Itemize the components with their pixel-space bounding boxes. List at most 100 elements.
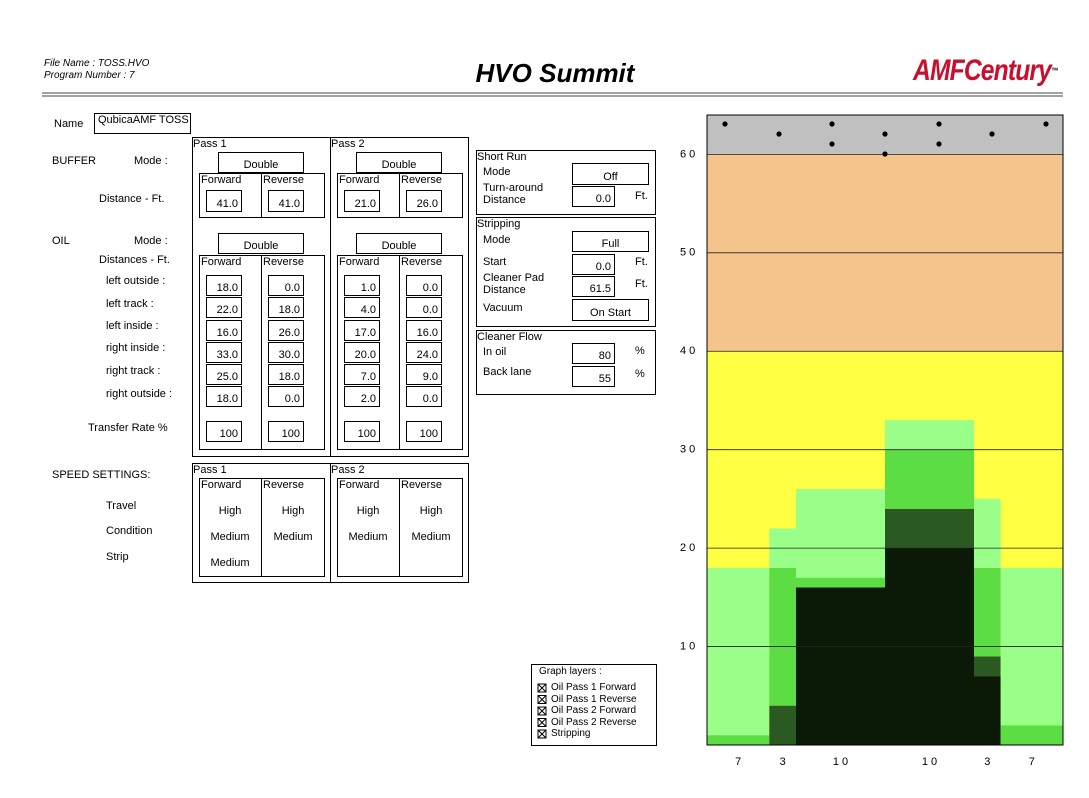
pass-label: Pass 2 (331, 464, 365, 476)
oil-distance: 24.0 (406, 342, 442, 363)
pin (1043, 121, 1049, 127)
panel-title: Stripping (477, 218, 521, 230)
speed-value: High (218, 505, 242, 517)
speed-table (199, 478, 325, 577)
field-value: On Start (572, 299, 649, 321)
graph-frame (706, 114, 1064, 746)
pass-label: Pass 1 (193, 464, 227, 476)
oil-distance: 18.0 (206, 386, 242, 407)
transfer-rate: 100 (344, 421, 380, 442)
field-value: 55 (572, 366, 615, 387)
speed-value: Medium (348, 531, 388, 543)
pin (936, 121, 942, 127)
field-label: Distance (483, 194, 526, 206)
oil-distance: 0.0 (406, 275, 442, 296)
legend-item: Stripping (551, 728, 591, 739)
checkbox-mark (537, 683, 547, 693)
direction-label: Forward (201, 256, 242, 268)
buffer-mode: Double (356, 152, 442, 173)
oil-distance: 20.0 (344, 342, 380, 363)
pin (882, 131, 888, 137)
pin (829, 121, 835, 127)
field-label: In oil (483, 346, 507, 358)
field-label: Mode (483, 234, 511, 246)
checkbox-mark (537, 729, 547, 739)
direction-label: Forward (339, 256, 380, 268)
buffer-mode: Double (218, 152, 304, 173)
oil-layer (796, 577, 885, 588)
unit-label: Ft. (635, 278, 648, 290)
panel-title: Short Run (477, 151, 527, 163)
direction-label: Reverse (401, 174, 442, 186)
y-tick-label: 5 0 (680, 247, 695, 259)
oil-mode: Double (218, 233, 304, 254)
oil-distance: 0.0 (406, 386, 442, 407)
oil-distance: 0.0 (406, 297, 442, 318)
oil-distance: 18.0 (268, 297, 304, 318)
name-label: Name (54, 118, 84, 130)
y-tick-label: 6 0 (680, 148, 695, 160)
short-run-panel (476, 150, 656, 215)
oil-layer (885, 508, 974, 549)
field-label: Turn-around (483, 182, 544, 194)
legend-panel (531, 664, 657, 746)
oil-layer (707, 735, 770, 745)
oil-row-label: right outside : (106, 388, 173, 400)
y-tick-label: 1 0 (680, 640, 695, 652)
divider (261, 173, 262, 218)
stripping-panel (476, 217, 656, 327)
oil-mode: Double (356, 233, 442, 254)
field-label: Cleaner Pad (483, 272, 545, 284)
panel-title: Cleaner Flow (477, 331, 542, 343)
logo-century: Century (963, 54, 1052, 87)
speed-row-label: Travel (106, 500, 137, 512)
oil-distance: 26.0 (268, 320, 304, 341)
unit-label: Ft. (635, 190, 648, 202)
oil-layer (974, 567, 1001, 657)
oil-layer (769, 705, 796, 745)
buffer-table (199, 173, 325, 218)
field-label: Back lane (483, 366, 532, 378)
field-value: Full (572, 231, 649, 252)
buffer-distance: 41.0 (268, 190, 304, 212)
oil-layer (796, 587, 885, 745)
oil-distance: 9.0 (406, 364, 442, 385)
direction-label: Reverse (401, 479, 442, 491)
name-value: QubicaAMF TOSS (94, 113, 191, 134)
direction-label: Forward (339, 479, 380, 491)
pin (722, 121, 728, 127)
oil-distance: 0.0 (268, 386, 304, 407)
field-label: Vacuum (483, 302, 523, 314)
divider (399, 255, 400, 450)
pin (776, 131, 782, 137)
oil-distance: 30.0 (268, 342, 304, 363)
legend-item: Oil Pass 1 Forward (551, 682, 637, 693)
legend-item: Oil Pass 2 Forward (551, 705, 637, 716)
buffer-distance: 21.0 (344, 190, 380, 212)
oil-layer (707, 567, 770, 736)
speed-panel (330, 463, 469, 583)
oil-distances-label: Distances - Ft. (99, 254, 170, 266)
speed-row-label: Strip (106, 551, 129, 563)
checkbox-mark (537, 706, 547, 716)
unit-label: % (635, 368, 645, 380)
direction-label: Reverse (263, 479, 304, 491)
x-tick-label: 1 0 (922, 756, 937, 768)
oil-distance: 25.0 (206, 364, 242, 385)
pin (829, 141, 835, 147)
pass-label: Pass 2 (331, 138, 365, 150)
pass-panel (330, 137, 469, 457)
x-tick-label: 3 (984, 756, 990, 768)
pin (882, 151, 888, 157)
direction-label: Reverse (263, 256, 304, 268)
speed-value: Medium (273, 531, 313, 543)
direction-label: Forward (201, 479, 242, 491)
oil-distance: 16.0 (406, 320, 442, 341)
pin (936, 141, 942, 147)
checkbox-mark (537, 718, 547, 727)
x-tick-label: 1 0 (833, 756, 848, 768)
oil-row-label: right inside : (106, 342, 166, 354)
logo-amf: AMF (913, 54, 965, 87)
program-number: Program Number : 7 (44, 70, 135, 81)
